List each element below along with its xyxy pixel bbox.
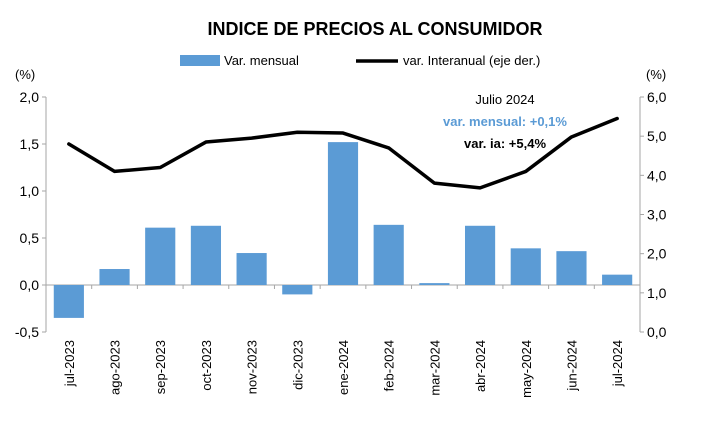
legend-bar-label: Var. mensual xyxy=(224,53,299,68)
bar xyxy=(602,274,633,285)
y-right-tick-label: 1,0 xyxy=(647,285,667,301)
x-tick-label: nov-2023 xyxy=(245,340,260,394)
y-right-unit: (%) xyxy=(646,67,666,82)
bar xyxy=(556,251,587,285)
annotation-mensual: var. mensual: +0,1% xyxy=(443,114,567,129)
y-left-ticks: -0,5 0,0 0,5 1,0 1,5 2,0 xyxy=(15,89,46,340)
chart-title: INDICE DE PRECIOS AL CONSUMIDOR xyxy=(207,19,542,39)
x-tick-label: oct-2023 xyxy=(199,340,214,391)
y-right-tick-label: 5,0 xyxy=(647,128,667,144)
x-ticks: jul-2023 ago-2023 sep-2023 oct-2023 nov-2023… xyxy=(45,285,641,398)
y-left-tick-label: 0,0 xyxy=(20,277,40,293)
y-left-tick-label: 1,5 xyxy=(20,136,40,152)
bar xyxy=(327,142,359,285)
x-tick-label: feb-2024 xyxy=(382,340,397,391)
legend-bar-swatch xyxy=(180,55,220,66)
y-left-tick-label: 0,5 xyxy=(20,230,40,246)
x-tick-label: sep-2023 xyxy=(153,340,168,394)
x-tick-label: may-2024 xyxy=(519,340,534,398)
x-tick-label: ago-2023 xyxy=(108,340,123,395)
legend-line-label: var. Interanual (eje der.) xyxy=(403,53,540,68)
bar xyxy=(53,285,84,318)
y-left-tick-label: 1,0 xyxy=(20,183,40,199)
bar xyxy=(510,248,541,285)
y-left-unit: (%) xyxy=(15,67,35,82)
bar xyxy=(190,225,222,285)
y-right-tick-label: 4,0 xyxy=(647,167,667,183)
y-left-tick-label: -0,5 xyxy=(15,324,39,340)
bar xyxy=(99,269,130,285)
x-tick-label: dic-2023 xyxy=(290,340,305,390)
x-tick-label: mar-2024 xyxy=(427,340,442,396)
y-right-ticks: 0,0 1,0 2,0 3,0 4,0 5,0 6,0 xyxy=(640,89,667,340)
bar-series xyxy=(53,142,633,318)
x-tick-label: jul-2024 xyxy=(610,340,625,387)
line-series xyxy=(67,116,619,190)
y-right-tick-label: 0,0 xyxy=(647,324,667,340)
bar xyxy=(236,253,267,285)
x-tick-label: jun-2024 xyxy=(564,340,579,392)
x-tick-label: ene-2024 xyxy=(336,340,351,395)
bar xyxy=(419,283,450,285)
annotation-ia: var. ia: +5,4% xyxy=(464,136,546,151)
bar xyxy=(373,224,404,285)
annotation-period: Julio 2024 xyxy=(475,92,534,107)
bar xyxy=(282,285,313,295)
y-right-tick-label: 6,0 xyxy=(647,89,667,105)
x-tick-label: abr-2024 xyxy=(473,340,488,392)
x-tick-label: jul-2023 xyxy=(62,340,77,387)
bar xyxy=(464,225,496,285)
legend: Var. mensual var. Interanual (eje der.) xyxy=(180,53,540,68)
interanual-line xyxy=(67,116,619,190)
y-left-tick-label: 2,0 xyxy=(20,89,40,105)
bar xyxy=(145,227,176,285)
y-right-tick-label: 2,0 xyxy=(647,246,667,262)
y-right-tick-label: 3,0 xyxy=(647,207,667,223)
